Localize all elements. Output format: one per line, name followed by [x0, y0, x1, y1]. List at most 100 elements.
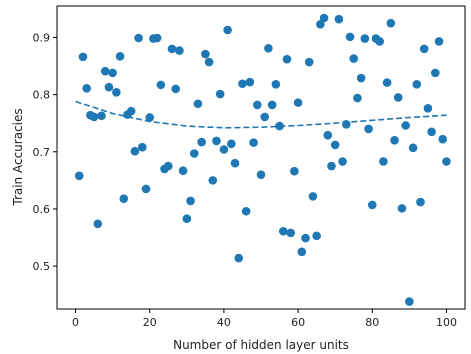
data-point	[134, 33, 143, 43]
data-point	[412, 80, 422, 89]
data-point	[323, 130, 333, 140]
data-point	[93, 219, 103, 229]
data-point	[393, 93, 403, 102]
data-point	[405, 297, 414, 306]
data-point	[338, 157, 347, 166]
data-point	[431, 68, 440, 78]
data-points	[74, 13, 451, 306]
data-point	[152, 33, 162, 43]
data-point	[349, 54, 359, 63]
x-axis: 0 20 40 60 80 100	[72, 309, 457, 329]
data-point	[78, 52, 88, 62]
data-point	[275, 121, 284, 131]
y-tick-label: 0.8	[33, 89, 51, 102]
data-point	[204, 57, 214, 67]
data-point	[434, 37, 444, 46]
data-point	[304, 57, 314, 67]
y-axis: 0.5 0.6 0.7 0.8 0.9	[33, 31, 57, 273]
data-point	[386, 18, 396, 28]
data-point	[293, 98, 303, 107]
data-point	[342, 120, 351, 129]
data-point	[104, 82, 114, 92]
data-point	[145, 113, 155, 122]
y-tick-label: 0.6	[33, 203, 51, 216]
data-point	[256, 170, 266, 179]
data-point	[390, 136, 399, 145]
data-point	[89, 112, 99, 122]
plot-area	[56, 5, 466, 310]
data-point	[193, 99, 203, 109]
data-point	[208, 176, 218, 185]
data-point	[219, 145, 229, 154]
y-tick-label: 0.9	[33, 31, 51, 44]
data-point	[178, 166, 188, 175]
data-point	[353, 93, 362, 103]
data-point	[397, 204, 407, 213]
y-axis-label: Train Accuracies	[11, 108, 25, 206]
x-tick-label: 40	[217, 316, 231, 329]
data-point	[223, 25, 232, 35]
data-point	[438, 134, 448, 144]
data-point	[319, 13, 329, 23]
data-point	[126, 106, 136, 116]
data-point	[245, 77, 255, 87]
data-point	[212, 136, 221, 146]
data-point	[334, 14, 344, 24]
data-point	[197, 137, 206, 147]
data-point	[442, 157, 451, 166]
data-point	[141, 184, 151, 194]
data-point	[286, 228, 295, 238]
data-point	[427, 127, 436, 137]
data-point	[278, 226, 288, 236]
data-point	[382, 78, 392, 87]
data-point	[264, 44, 273, 53]
data-point	[356, 73, 366, 83]
data-point	[364, 124, 373, 134]
y-tick-label: 0.5	[33, 260, 51, 273]
data-point	[327, 161, 336, 171]
data-point	[249, 138, 258, 147]
data-point	[379, 157, 388, 166]
data-point	[401, 121, 410, 130]
data-point	[186, 196, 195, 206]
data-point	[234, 253, 244, 263]
data-point	[130, 146, 140, 156]
data-point	[189, 149, 199, 158]
data-point	[227, 139, 236, 149]
data-point	[115, 52, 125, 61]
data-point	[360, 34, 370, 43]
data-point	[238, 79, 247, 89]
x-tick-label: 100	[436, 316, 457, 329]
data-point	[282, 54, 292, 64]
x-tick-label: 80	[365, 316, 379, 329]
data-point	[408, 143, 418, 153]
data-point	[267, 100, 277, 110]
data-point	[252, 100, 262, 110]
data-point	[312, 231, 321, 241]
data-point	[215, 89, 225, 99]
x-tick-label: 0	[72, 316, 79, 329]
x-axis-label: Number of hidden layer units	[173, 338, 349, 352]
data-point	[97, 111, 106, 121]
data-point	[108, 68, 117, 78]
data-point	[156, 80, 166, 90]
data-point	[167, 44, 177, 54]
x-tick-label: 20	[143, 316, 157, 329]
data-point	[423, 104, 433, 113]
data-point	[241, 206, 251, 216]
data-point	[308, 192, 318, 201]
data-point	[112, 88, 121, 97]
data-point	[100, 66, 110, 76]
data-point	[297, 247, 307, 257]
data-point	[416, 197, 425, 207]
data-point	[82, 84, 91, 93]
data-point	[171, 84, 180, 94]
data-point	[301, 233, 310, 243]
data-point	[316, 19, 325, 29]
data-point	[182, 214, 192, 223]
data-point	[119, 194, 129, 203]
data-point	[230, 158, 240, 168]
x-tick-label: 60	[291, 316, 305, 329]
data-point	[271, 80, 281, 89]
